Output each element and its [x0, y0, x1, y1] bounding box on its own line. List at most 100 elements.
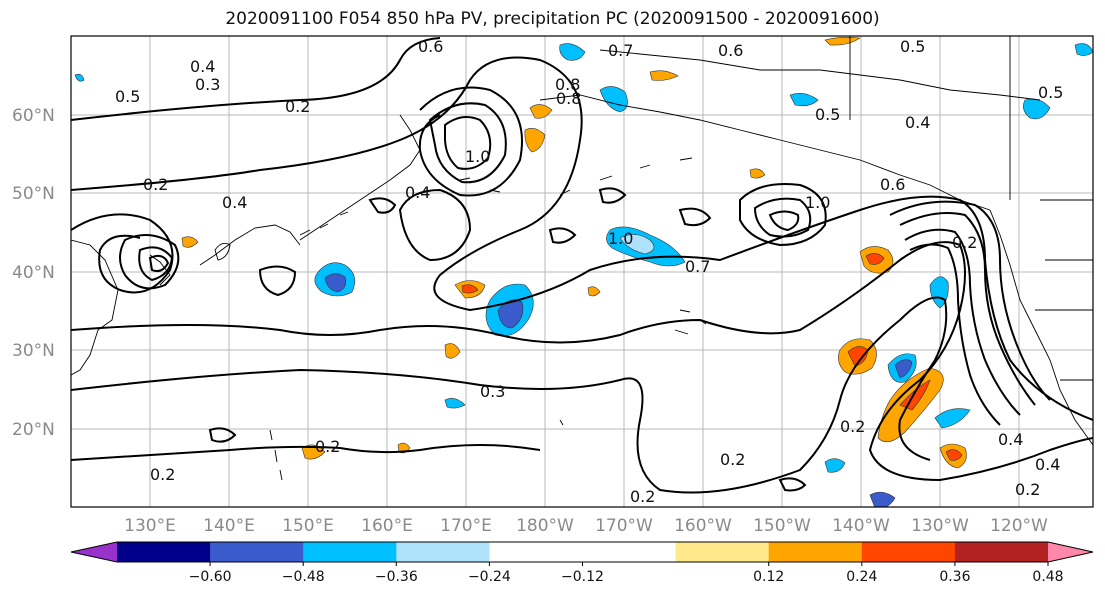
contour-label: 0.5: [815, 105, 840, 124]
contour-label: 0.6: [418, 37, 443, 56]
colorbar-swatch: [117, 542, 211, 562]
pv-contour: [148, 254, 170, 273]
contour-label: 0.4: [1035, 455, 1060, 474]
lon-label: 120°W: [990, 516, 1048, 536]
lon-label: 150°E: [282, 516, 334, 536]
contour-label: 0.2: [1015, 480, 1040, 499]
contour-label: 0.4: [998, 430, 1023, 449]
contour-label: 0.4: [905, 113, 930, 132]
lon-label: 140°W: [832, 516, 890, 536]
pv-contour: [428, 102, 507, 184]
contour-label: 0.5: [115, 87, 140, 106]
pv-contour: [753, 197, 812, 238]
coastline-alaska: [539, 94, 991, 211]
pv-contour: [398, 188, 472, 262]
contour-label: 0.5: [900, 37, 925, 56]
coastline-alaska-north: [599, 49, 1041, 101]
coastline-kamchatka: [299, 114, 421, 241]
colorbar-ticks: −0.60 −0.48 −0.36 −0.24 −0.12 0.12 0.24 0.36 0.4…: [189, 562, 1064, 585]
contour-label: 0.5: [1038, 83, 1063, 102]
precip-positive-blob: [749, 168, 766, 179]
contour-label: 0.8: [556, 89, 581, 108]
precip-negative-blob: [789, 93, 819, 107]
contour-label: 0.3: [195, 75, 220, 94]
lon-label: 160°E: [361, 516, 413, 536]
pv-contour: [71, 241, 1093, 482]
coastline-asia: [71, 239, 119, 376]
pv-contour: [119, 234, 180, 290]
colorbar-swatch: [489, 542, 583, 562]
lon-label: 150°W: [753, 516, 811, 536]
colorbar-extend-high: [1048, 542, 1093, 562]
pv-contour: [71, 56, 1093, 421]
lon-label: 170°E: [440, 516, 492, 536]
colorbar-swatch: [954, 542, 1049, 562]
precip-negative-blob: [444, 398, 466, 409]
contour-label: 0.6: [718, 41, 743, 60]
contour-label: 0.2: [840, 417, 865, 436]
pv-contour: [138, 246, 174, 282]
lon-label: 130°W: [911, 516, 969, 536]
contour-label: 0.2: [952, 233, 977, 252]
contour-label: 0.2: [285, 97, 310, 116]
contour-label: 0.7: [608, 41, 633, 60]
colorbar-tick-label: −0.60: [189, 569, 232, 585]
pv-contour: [71, 37, 441, 121]
map-border: [70, 35, 1094, 508]
precip-positive-blob: [181, 236, 199, 248]
pv-contour: [548, 227, 577, 244]
contour-labels: 0.4 0.6 0.7 0.8 0.6 0.5 0.5 0.3 0.2 0.5 …: [115, 37, 1063, 506]
contour-label: 0.2: [150, 465, 175, 484]
plot-title: 2020091100 F054 850 hPa PV, precipitatio…: [225, 9, 880, 29]
precip-negative-blob: [869, 491, 896, 507]
coastline-korea-japan: [199, 224, 301, 266]
precip-negative-blob: [824, 458, 846, 473]
precip-positive-blob: [524, 128, 546, 153]
pv-contour: [899, 212, 1036, 406]
precip-shading: [74, 37, 1093, 507]
pv-contour: [889, 200, 1051, 401]
colorbar-tick-label: −0.24: [468, 569, 511, 585]
pv-contour: [768, 210, 800, 232]
longitude-labels: 130°E 140°E 150°E 160°E 170°E 180°W 170°…: [124, 516, 1048, 536]
colorbar-tick-label: 0.12: [753, 569, 784, 585]
lon-label: 130°E: [124, 516, 176, 536]
pv-contour: [778, 477, 807, 492]
lon-label: 180°W: [516, 516, 574, 536]
lat-label: 60°N: [12, 106, 55, 126]
colorbar-swatch: [675, 542, 770, 562]
pv-contour: [678, 207, 712, 227]
pv-contour: [368, 197, 397, 214]
colorbar-extend-low: [71, 542, 117, 562]
pacific-islands: [269, 419, 564, 481]
pv-contour: [71, 444, 541, 461]
contour-label: 0.2: [630, 487, 655, 506]
pv-contour: [598, 187, 627, 204]
pv-contours: [71, 37, 1093, 494]
pv-contour: [71, 213, 174, 294]
contour-label: 1.0: [805, 193, 830, 212]
latitude-labels: 60°N 50°N 40°N 30°N 20°N: [12, 106, 55, 440]
pv-contour: [418, 86, 523, 197]
lat-label: 30°N: [12, 341, 55, 361]
pv-contour: [739, 183, 827, 247]
contour-label: 1.0: [465, 147, 490, 166]
contour-label: 0.4: [222, 193, 247, 212]
lon-label: 160°W: [674, 516, 732, 536]
colorbar-tick-label: −0.48: [282, 569, 325, 585]
contour-label: 0.6: [880, 175, 905, 194]
precip-positive-blob: [529, 104, 553, 119]
precip-positive-blob: [587, 286, 601, 297]
pv-contour: [909, 243, 1001, 426]
lat-label: 40°N: [12, 263, 55, 283]
colorbar: [70, 541, 1094, 563]
precip-negative-blob: [74, 73, 85, 82]
precip-positive-blob: [824, 37, 861, 46]
contour-label: 0.8: [555, 75, 580, 94]
lat-label: 20°N: [12, 420, 55, 440]
pv-contour: [71, 296, 948, 494]
precip-negative-blob: [599, 86, 628, 113]
colorbar-tick-label: 0.48: [1032, 569, 1063, 585]
pv-contour: [904, 228, 1021, 416]
